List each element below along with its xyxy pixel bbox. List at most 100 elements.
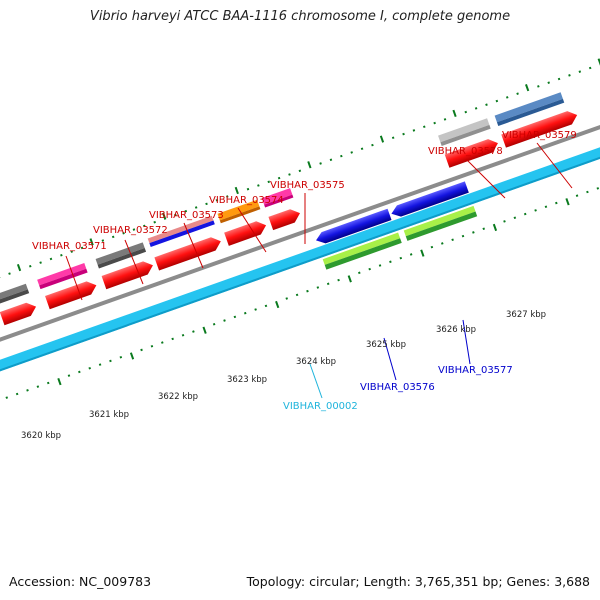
minor-tick	[28, 264, 32, 268]
forward-strand-track	[0, 111, 578, 326]
gene-label[interactable]: VIBHAR_03577	[438, 365, 513, 376]
minor-tick	[109, 359, 112, 363]
major-tick	[89, 238, 94, 246]
label-leaders	[65, 142, 573, 399]
minor-tick	[246, 187, 250, 191]
category-box-magenta	[264, 194, 294, 208]
minor-tick	[192, 330, 195, 333]
major-tick	[525, 84, 530, 92]
major-tick	[420, 249, 425, 257]
minor-tick	[537, 85, 540, 88]
category-box-gray	[95, 242, 145, 265]
tick-label: 3621 kbp	[89, 410, 129, 420]
minor-tick	[306, 289, 309, 293]
minor-tick	[326, 282, 330, 286]
minor-tick	[596, 187, 600, 190]
minor-tick	[474, 107, 478, 110]
gene-label[interactable]: VIBHAR_03576	[360, 382, 435, 393]
tick-label: 3622 kbp	[158, 392, 198, 402]
category-box-green	[322, 232, 401, 265]
minor-tick	[143, 224, 146, 228]
gene-label[interactable]: VIBHAR_00002	[283, 401, 358, 412]
category-box-green	[403, 205, 476, 237]
minor-tick	[555, 201, 558, 205]
tick-label: 3626 kbp	[436, 325, 476, 335]
minor-tick	[340, 154, 343, 158]
major-tick	[162, 212, 167, 220]
major-tick	[565, 198, 570, 206]
minor-tick	[409, 253, 413, 256]
major-tick	[234, 186, 239, 195]
gene-label[interactable]: VIBHAR_03579	[502, 130, 577, 141]
minor-tick	[461, 234, 465, 238]
rna-feature-bar	[0, 133, 600, 398]
minor-tick	[15, 392, 19, 396]
minor-tick	[153, 220, 156, 224]
accession-text: Accession: NC_009783	[9, 574, 152, 589]
minor-tick	[472, 231, 475, 234]
minor-tick	[443, 118, 447, 121]
minor-tick	[391, 136, 395, 140]
outer-tick-row	[0, 58, 600, 279]
minor-tick	[586, 190, 589, 194]
minor-tick	[295, 293, 299, 297]
minor-tick	[399, 256, 403, 260]
category-box-steelblue	[496, 98, 565, 126]
tick-label: 3623 kbp	[227, 375, 267, 385]
map-title: Vibrio harveyi ATCC BAA-1116 chromosome …	[89, 9, 511, 24]
gene-label[interactable]: VIBHAR_03572	[93, 225, 168, 236]
minor-tick	[98, 363, 102, 366]
minor-tick	[329, 158, 333, 162]
minor-tick	[161, 341, 164, 344]
minor-tick	[402, 132, 405, 136]
minor-tick	[568, 74, 571, 77]
minor-tick	[132, 228, 136, 231]
minor-tick	[505, 96, 509, 99]
gene-label[interactable]: VIBHAR_03573	[149, 210, 224, 221]
gene-label[interactable]: VIBHAR_03571	[32, 241, 107, 252]
minor-tick	[225, 195, 229, 198]
category-box-silver	[438, 118, 490, 143]
minor-tick	[316, 286, 320, 289]
minor-tick	[119, 355, 123, 359]
category-box-steelblue	[494, 92, 563, 123]
minor-tick	[39, 261, 42, 264]
minor-tick	[215, 198, 219, 202]
minor-tick	[212, 322, 216, 326]
gene-arrow-forward	[444, 139, 498, 168]
tick-label: 3625 kbp	[366, 340, 406, 350]
minor-tick	[575, 194, 579, 197]
minor-tick	[184, 209, 188, 213]
minor-tick	[194, 206, 198, 209]
minor-tick	[503, 220, 506, 223]
major-tick	[347, 275, 352, 283]
gene-label[interactable]: VIBHAR_03574	[209, 195, 284, 206]
major-tick	[202, 326, 207, 334]
minor-tick	[464, 110, 468, 114]
minor-tick	[298, 169, 302, 173]
major-tick	[16, 263, 22, 272]
category-box-gray	[0, 289, 30, 306]
minor-tick	[205, 202, 208, 206]
minor-tick	[171, 337, 174, 341]
tick-label: 3620 kbp	[21, 431, 61, 441]
major-tick	[275, 300, 280, 309]
gene-label[interactable]: VIBHAR_03578	[428, 146, 503, 157]
minor-tick	[285, 297, 289, 300]
gene-arrow-forward	[0, 302, 37, 326]
minor-tick	[243, 311, 247, 315]
minor-tick	[257, 184, 260, 187]
gene-label[interactable]: VIBHAR_03575	[270, 180, 345, 191]
minor-tick	[140, 348, 143, 352]
minor-tick	[430, 245, 434, 249]
minor-tick	[60, 253, 63, 257]
minor-tick	[174, 213, 177, 217]
category-box-gray	[97, 248, 147, 269]
minor-tick	[49, 257, 53, 261]
minor-tick	[26, 389, 29, 392]
rna-feature-bar-edge	[0, 141, 600, 398]
major-tick	[452, 109, 457, 118]
category-box-salmon	[147, 215, 214, 244]
minor-tick	[223, 319, 226, 322]
